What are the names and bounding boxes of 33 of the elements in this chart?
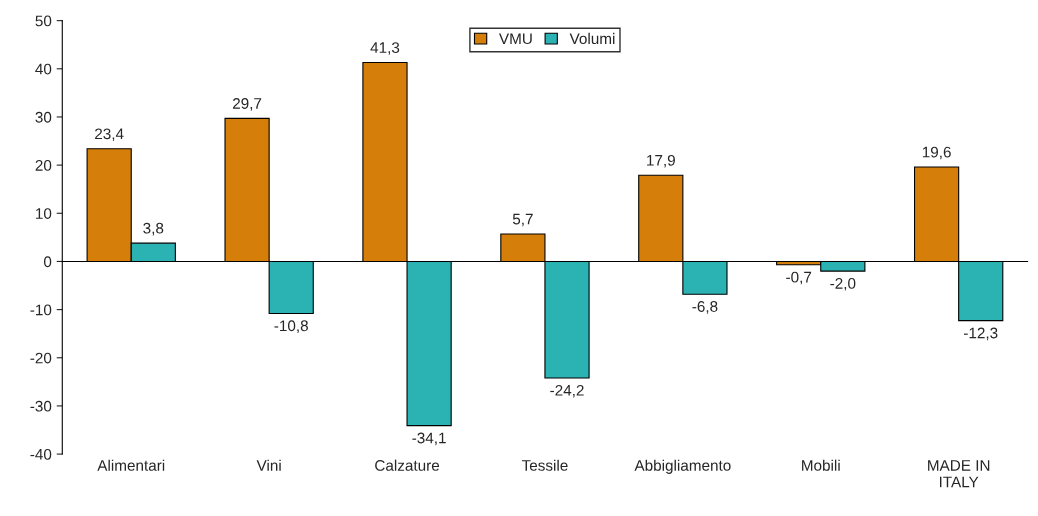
- x-tick-label: MADE IN ITALY: [928, 460, 990, 488]
- x-tick-label: Abbigliamento: [634, 459, 731, 474]
- data-label: -0,7: [786, 271, 812, 285]
- data-label: 17,9: [647, 154, 675, 168]
- y-tick-label: 0: [43, 256, 52, 268]
- y-tick-label: 50: [35, 15, 52, 27]
- data-label: -34,1: [412, 432, 446, 446]
- legend-label: Volumi: [569, 32, 615, 45]
- data-label: 29,7: [232, 98, 262, 111]
- y-tick-label: -10: [30, 304, 52, 316]
- data-label: -12,3: [964, 327, 998, 341]
- data-label: -6,8: [692, 301, 718, 314]
- y-tick-label: -30: [30, 400, 52, 412]
- y-tick-label: -40: [30, 448, 52, 460]
- data-label: -24,2: [550, 384, 584, 398]
- x-tick-label: Alimentari: [97, 459, 165, 471]
- data-label: 5,7: [512, 213, 533, 227]
- data-label: 23,4: [95, 128, 124, 142]
- x-tick-label: Vini: [256, 459, 281, 471]
- y-tick-label: 30: [35, 111, 52, 123]
- x-tick-label: Calzature: [375, 459, 440, 471]
- data-label: -10,8: [274, 320, 308, 333]
- y-tick-label: 10: [36, 208, 52, 219]
- x-tick-label: Tessile: [521, 459, 568, 471]
- y-tick-label: 20: [35, 159, 52, 171]
- data-label: 41,3: [370, 42, 400, 55]
- data-label: 19,6: [922, 146, 951, 160]
- legend-label: VMU: [499, 33, 532, 45]
- data-label: -2,0: [830, 277, 856, 291]
- y-tick-label: 40: [35, 63, 52, 75]
- x-tick-label: Mobili: [802, 459, 840, 471]
- data-label: 3,8: [143, 222, 164, 236]
- y-tick-label: -20: [30, 352, 52, 364]
